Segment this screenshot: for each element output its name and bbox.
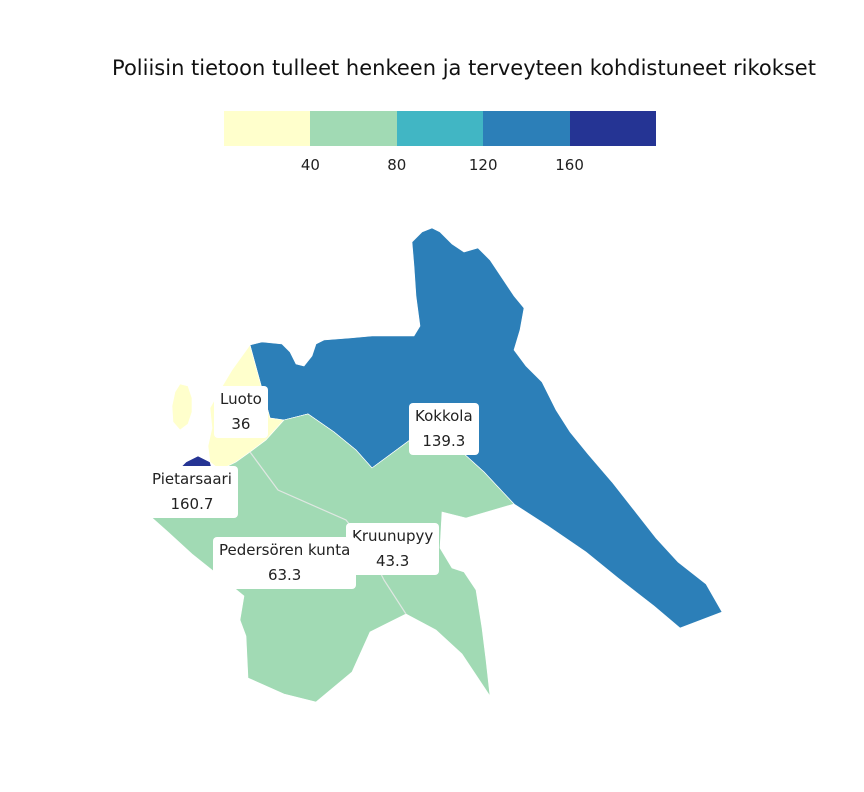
label-kruunupyy-name: Kruunupyy	[352, 527, 434, 545]
label-pietarsaari-value: 160.7	[170, 495, 214, 513]
label-pedersoren-kunta-value: 63.3	[267, 566, 302, 584]
legend-tick: 120	[468, 156, 498, 174]
label-pedersoren-kunta: Pedersören kunta 63.3	[213, 537, 357, 589]
label-luoto-value: 36	[231, 415, 251, 433]
label-kruunupyy: Kruunupyy 43.3	[346, 523, 440, 575]
legend-tick: 40	[300, 156, 320, 174]
label-pedersoren-kunta-name: Pedersören kunta	[219, 541, 351, 559]
label-kruunupyy-value: 43.3	[375, 552, 410, 570]
label-luoto-name: Luoto	[220, 390, 262, 408]
legend-tick: 80	[387, 156, 407, 174]
label-pietarsaari-name: Pietarsaari	[152, 470, 232, 488]
label-luoto: Luoto 36	[214, 386, 268, 438]
legend-swatch-3	[483, 111, 570, 146]
legend-swatch-0	[224, 111, 311, 146]
label-pietarsaari: Pietarsaari 160.7	[146, 466, 238, 518]
region-luoto-island	[171, 383, 193, 431]
color-legend: 40 80 120 160	[224, 111, 656, 191]
map-title: Poliisin tietoon tulleet henkeen ja terv…	[112, 56, 816, 80]
legend-swatch-4	[569, 111, 656, 146]
legend-swatch-2	[396, 111, 484, 146]
legend-tick: 160	[555, 156, 584, 174]
label-kokkola: Kokkola 139.3	[409, 403, 479, 455]
label-kokkola-name: Kokkola	[415, 407, 473, 425]
legend-swatch-1	[310, 111, 397, 146]
label-kokkola-value: 139.3	[422, 432, 466, 450]
